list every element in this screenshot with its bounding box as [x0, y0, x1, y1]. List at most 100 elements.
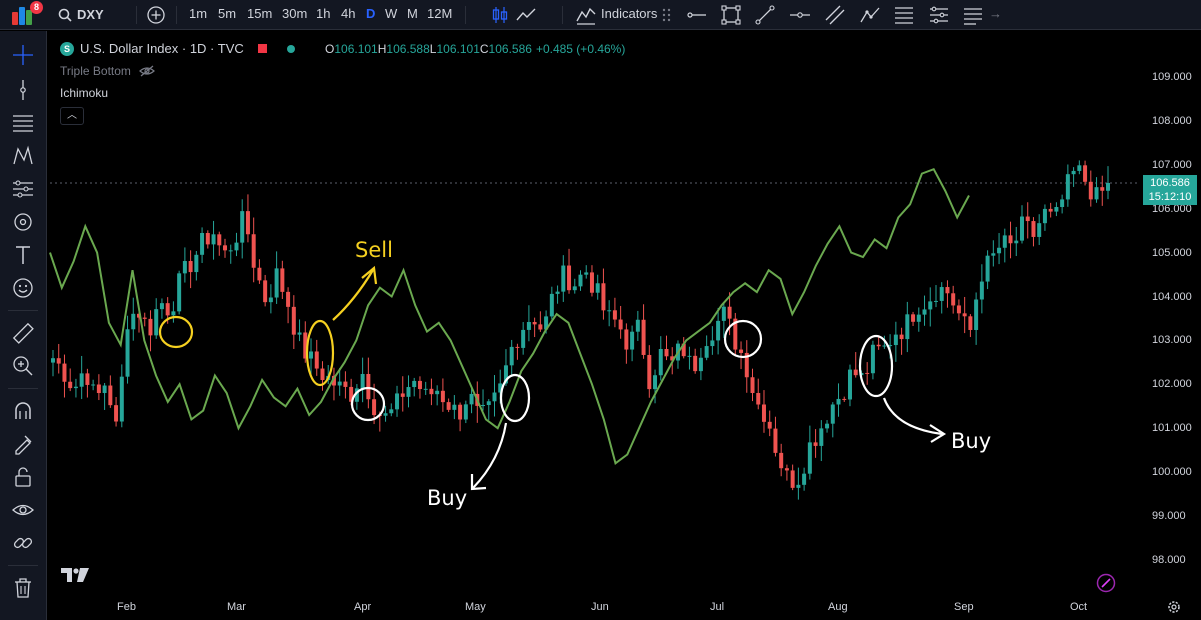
candle-body: [372, 399, 377, 416]
emoji-icon[interactable]: [11, 276, 35, 300]
path-tool-icon[interactable]: [859, 4, 881, 26]
parallel-channel-icon[interactable]: [824, 4, 846, 26]
candle-body: [974, 299, 979, 330]
eye-icon[interactable]: [11, 498, 35, 522]
candle-body: [865, 372, 870, 374]
candle-body: [899, 334, 904, 340]
magnet-icon[interactable]: [11, 399, 35, 423]
trash-icon[interactable]: [11, 576, 35, 600]
text-tool-icon[interactable]: [11, 243, 35, 267]
crosshair-icon[interactable]: [11, 43, 35, 67]
horizontal-line-icon[interactable]: [789, 4, 811, 26]
indicators-button[interactable]: Indicators: [601, 6, 658, 21]
timeframe-1m[interactable]: 1m: [189, 6, 208, 21]
tradingview-logo-icon[interactable]: [61, 568, 89, 582]
timeframe-4h[interactable]: 4h: [341, 6, 356, 21]
buy-annotation-label-2: Buy: [951, 429, 992, 453]
flag-icon[interactable]: [257, 44, 267, 53]
symbol-legend[interactable]: S U.S. Dollar Index · 1D · TVC: [60, 41, 295, 56]
indicators-icon[interactable]: [575, 4, 597, 26]
candle-body: [670, 356, 675, 361]
fib-retracement-icon[interactable]: [893, 4, 915, 26]
magic-icon[interactable]: [1096, 573, 1116, 593]
ichimoku-line: [49, 167, 970, 465]
symbol-search[interactable]: DXY: [58, 7, 104, 22]
indicator-name-1: Triple Bottom: [60, 64, 131, 78]
time-tick-label: Jun: [591, 601, 609, 613]
candle-body: [337, 381, 342, 386]
vertical-line-icon[interactable]: [11, 78, 35, 102]
candle-body: [56, 358, 61, 364]
indicator-legend-1[interactable]: Triple Bottom: [60, 64, 155, 78]
eye-off-icon[interactable]: [138, 65, 155, 77]
timeframe-w[interactable]: W: [385, 6, 398, 21]
horizontal-ray-icon[interactable]: [685, 4, 707, 26]
price-tick-label: 100.000: [1152, 466, 1192, 479]
candle-body: [406, 387, 411, 397]
timeframe-1h[interactable]: 1h: [316, 6, 331, 21]
sell-arrow: [332, 269, 374, 321]
timeframe-15m[interactable]: 15m: [247, 6, 273, 21]
buy-arrow-1: [472, 422, 508, 489]
price-tick-label: 98.000: [1152, 553, 1186, 566]
zoom-in-icon[interactable]: [11, 354, 35, 378]
candle-body: [463, 404, 468, 420]
pitchfork-icon[interactable]: [928, 4, 950, 26]
candle-body: [630, 331, 635, 350]
pattern-tool-icon[interactable]: [11, 144, 35, 168]
settings-gear-icon[interactable]: [1167, 600, 1181, 614]
price-tick-label: 109.000: [1152, 71, 1192, 83]
link-icon[interactable]: [11, 531, 35, 555]
candle-body: [922, 309, 927, 315]
timeframe-12m[interactable]: 12M: [427, 6, 453, 21]
close-label: C: [479, 42, 489, 56]
candle-body: [400, 393, 405, 397]
candle-body: [148, 318, 153, 336]
timeframe-30m[interactable]: 30m: [282, 6, 308, 21]
indicator-name-2[interactable]: Ichimoku: [60, 86, 109, 100]
candle-body: [853, 369, 858, 376]
high-label: H: [377, 42, 387, 56]
change-value: +0.485 (+0.46%): [535, 42, 626, 56]
candle-body: [710, 340, 715, 347]
fib-levels-icon[interactable]: [11, 111, 35, 135]
forecast-tool-icon[interactable]: [11, 177, 35, 201]
more-arrow-icon[interactable]: →: [989, 6, 1002, 21]
compare-add-icon[interactable]: [145, 4, 167, 26]
last-price-tag: 106.586 15:12:10: [1143, 175, 1197, 205]
app-logo-icon[interactable]: [12, 4, 36, 26]
candle-body: [257, 267, 262, 281]
buy-arrowhead-2: [929, 424, 947, 443]
candle-body: [119, 376, 124, 422]
candle-body: [647, 354, 652, 390]
candles-icon[interactable]: [489, 4, 511, 26]
candle-body: [320, 368, 325, 381]
candle-body: [154, 309, 159, 336]
chevron-up-icon[interactable]: ︿: [60, 107, 84, 125]
timeframe-m[interactable]: M: [407, 6, 418, 21]
text-lines-icon[interactable]: [962, 4, 984, 26]
timeframe-d[interactable]: D: [366, 6, 376, 21]
lock-icon[interactable]: [11, 465, 35, 489]
candle-body: [928, 301, 933, 310]
candle-body: [601, 283, 606, 311]
line-chart-icon[interactable]: [515, 4, 537, 26]
notification-badge[interactable]: 8: [30, 1, 43, 14]
brush-icon[interactable]: [11, 210, 35, 234]
drag-handle-icon[interactable]: [656, 4, 678, 26]
trend-line-icon[interactable]: [754, 4, 776, 26]
candle-body: [1042, 208, 1047, 224]
ruler-icon[interactable]: [11, 321, 35, 345]
draw-lock-icon[interactable]: [11, 432, 35, 456]
candle-body: [1106, 182, 1110, 191]
candle-body: [331, 375, 336, 386]
candle-body: [561, 265, 566, 292]
candle-body: [125, 329, 130, 377]
candle-body: [188, 261, 193, 273]
candle-body: [435, 390, 440, 395]
rectangle-tool-icon[interactable]: [720, 4, 742, 26]
candle-body: [492, 392, 497, 402]
timeframe-5m[interactable]: 5m: [218, 6, 237, 21]
